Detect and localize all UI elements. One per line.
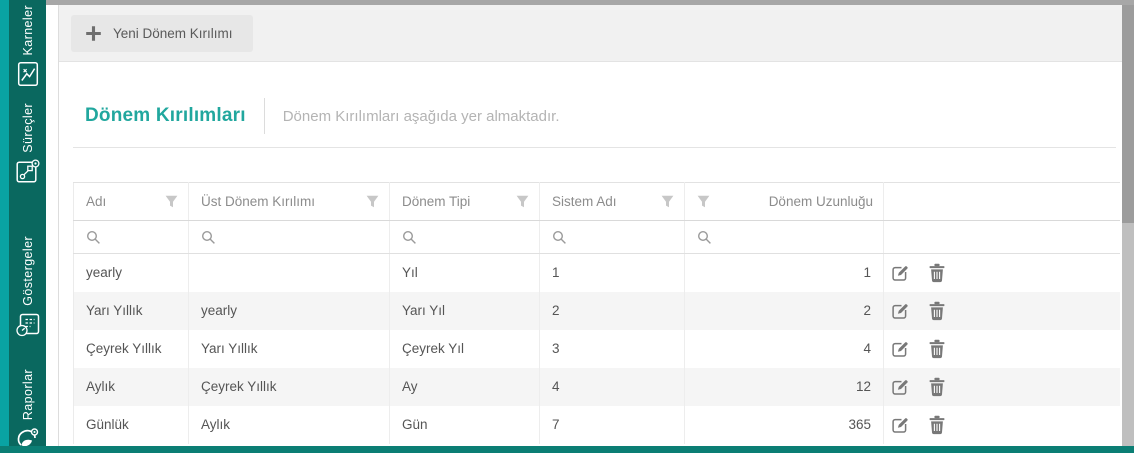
cell-sistem-adi: 1 xyxy=(539,253,685,292)
cell-sistem-adi: 7 xyxy=(539,405,685,444)
cell-sistem-adi: 4 xyxy=(539,367,685,406)
title-divider xyxy=(263,98,265,134)
table-row[interactable]: Günlük Aylık Gün 7 365 xyxy=(73,405,1120,444)
cell-sistem-adi: 2 xyxy=(539,291,685,330)
cell-donem-tipi: Gün xyxy=(389,405,540,444)
sidebar-nav: Karneler Süreçler xyxy=(9,0,46,453)
cell-donem-tipi: Yarı Yıl xyxy=(389,291,540,330)
cell-adi: Çeyrek Yıllık xyxy=(73,329,189,368)
new-period-breakdown-button-label: Yeni Dönem Kırılımı xyxy=(113,26,233,41)
sidebar-item-gostergeler[interactable]: Göstergeler xyxy=(9,236,46,337)
column-header-donem-uzunlugu[interactable]: Dönem Uzunluğu xyxy=(684,182,884,221)
column-header-adi[interactable]: Adı xyxy=(73,182,189,221)
cell-ust-donem-kirilimi xyxy=(188,253,390,292)
sidebar-item-karneler[interactable]: Karneler xyxy=(9,5,46,87)
sidebar-item-label: Raporlar xyxy=(20,369,35,421)
cell-ust-donem-kirilimi: Çeyrek Yıllık xyxy=(188,367,390,406)
filter-funnel-icon[interactable] xyxy=(165,195,178,208)
window-bottom-edge xyxy=(0,446,1134,453)
column-header-ust-donem-kirilimi[interactable]: Üst Dönem Kırılımı xyxy=(188,182,390,221)
filter-funnel-icon[interactable] xyxy=(516,195,529,208)
sidebar-item-surecler[interactable]: Süreçler xyxy=(9,103,46,184)
column-label: Adı xyxy=(86,194,107,209)
edit-row-button[interactable] xyxy=(890,377,910,397)
column-label: Dönem Uzunluğu xyxy=(768,194,873,209)
cell-ust-donem-kirilimi: Aylık xyxy=(188,405,390,444)
cell-donem-uzunlugu: 4 xyxy=(684,329,884,368)
column-header-sistem-adi[interactable]: Sistem Adı xyxy=(539,182,685,221)
cell-adi: yearly xyxy=(73,253,189,292)
edit-row-button[interactable] xyxy=(890,263,910,283)
scrollbar-thumb[interactable] xyxy=(1122,5,1134,223)
filter-row xyxy=(73,220,1120,254)
page-header: Dönem Kırılımları Dönem Kırılımları aşağ… xyxy=(85,97,560,135)
search-icon xyxy=(86,230,101,245)
delete-row-button[interactable] xyxy=(928,415,946,435)
window-top-edge xyxy=(46,0,1134,5)
filter-input-ust-donem[interactable] xyxy=(222,221,383,253)
sidebar-item-raporlar[interactable]: Raporlar xyxy=(9,369,46,450)
table-row[interactable]: Aylık Çeyrek Yıllık Ay 4 12 xyxy=(73,367,1120,406)
table-header-row: Adı Üst Dönem Kırılımı xyxy=(73,182,1120,221)
cell-donem-uzunlugu: 12 xyxy=(684,367,884,406)
filter-funnel-icon[interactable] xyxy=(697,195,710,208)
cell-donem-uzunlugu: 2 xyxy=(684,291,884,330)
cell-ust-donem-kirilimi: Yarı Yıllık xyxy=(188,329,390,368)
delete-row-button[interactable] xyxy=(928,339,946,359)
edit-row-button[interactable] xyxy=(890,415,910,435)
header-divider-line xyxy=(73,147,1116,148)
filter-funnel-icon[interactable] xyxy=(661,195,674,208)
delete-row-button[interactable] xyxy=(928,263,946,283)
column-header-actions xyxy=(883,182,1120,221)
delete-row-button[interactable] xyxy=(928,301,946,321)
sidebar-accent-strip xyxy=(0,0,9,453)
page-title: Dönem Kırılımları xyxy=(85,105,246,126)
cell-donem-tipi: Ay xyxy=(389,367,540,406)
cell-donem-uzunlugu: 365 xyxy=(684,405,884,444)
processes-icon xyxy=(15,159,40,184)
vertical-scrollbar[interactable] xyxy=(1122,5,1134,446)
edit-row-button[interactable] xyxy=(890,339,910,359)
filter-input-sistem-adi[interactable] xyxy=(573,221,678,253)
delete-row-button[interactable] xyxy=(928,377,946,397)
scorecards-icon xyxy=(16,61,40,87)
cell-adi: Günlük xyxy=(73,405,189,444)
cell-adi: Yarı Yıllık xyxy=(73,291,189,330)
filter-input-adi[interactable] xyxy=(107,221,182,253)
table-body: yearly Yıl 1 1 Yarı Yıllık yearl xyxy=(73,253,1120,444)
column-label: Sistem Adı xyxy=(552,194,617,209)
sidebar-item-label: Göstergeler xyxy=(20,236,35,306)
edit-row-button[interactable] xyxy=(890,301,910,321)
filter-funnel-icon[interactable] xyxy=(366,195,379,208)
search-icon xyxy=(402,230,417,245)
toolbar: Yeni Dönem Kırılımı xyxy=(59,5,1122,62)
table-row[interactable]: Çeyrek Yıllık Yarı Yıllık Çeyrek Yıl 3 4 xyxy=(73,329,1120,368)
column-header-donem-tipi[interactable]: Dönem Tipi xyxy=(389,182,540,221)
sidebar-item-label: Süreçler xyxy=(20,103,35,153)
cell-donem-tipi: Yıl xyxy=(389,253,540,292)
table-row[interactable]: yearly Yıl 1 1 xyxy=(73,253,1120,292)
cell-donem-uzunlugu: 1 xyxy=(684,253,884,292)
new-period-breakdown-button[interactable]: Yeni Dönem Kırılımı xyxy=(71,15,253,52)
reports-icon xyxy=(15,426,41,450)
filter-input-donem-tipi[interactable] xyxy=(423,221,533,253)
indicators-icon xyxy=(15,312,41,337)
search-icon xyxy=(697,230,712,245)
column-label: Dönem Tipi xyxy=(402,194,471,209)
search-icon xyxy=(552,230,567,245)
page-subtitle: Dönem Kırılımları aşağıda yer almaktadır… xyxy=(282,107,560,125)
cell-sistem-adi: 3 xyxy=(539,329,685,368)
column-label: Üst Dönem Kırılımı xyxy=(201,194,316,209)
main-content: Yeni Dönem Kırılımı Dönem Kırılımları Dö… xyxy=(58,5,1122,446)
plus-icon xyxy=(85,25,102,42)
cell-adi: Aylık xyxy=(73,367,189,406)
cell-donem-tipi: Çeyrek Yıl xyxy=(389,329,540,368)
filter-input-donem-uzunlugu[interactable] xyxy=(718,221,877,253)
cell-ust-donem-kirilimi: yearly xyxy=(188,291,390,330)
periods-table: Adı Üst Dönem Kırılımı xyxy=(73,182,1120,444)
table-row[interactable]: Yarı Yıllık yearly Yarı Yıl 2 2 xyxy=(73,291,1120,330)
sidebar-item-label: Karneler xyxy=(20,5,35,56)
search-icon xyxy=(201,230,216,245)
